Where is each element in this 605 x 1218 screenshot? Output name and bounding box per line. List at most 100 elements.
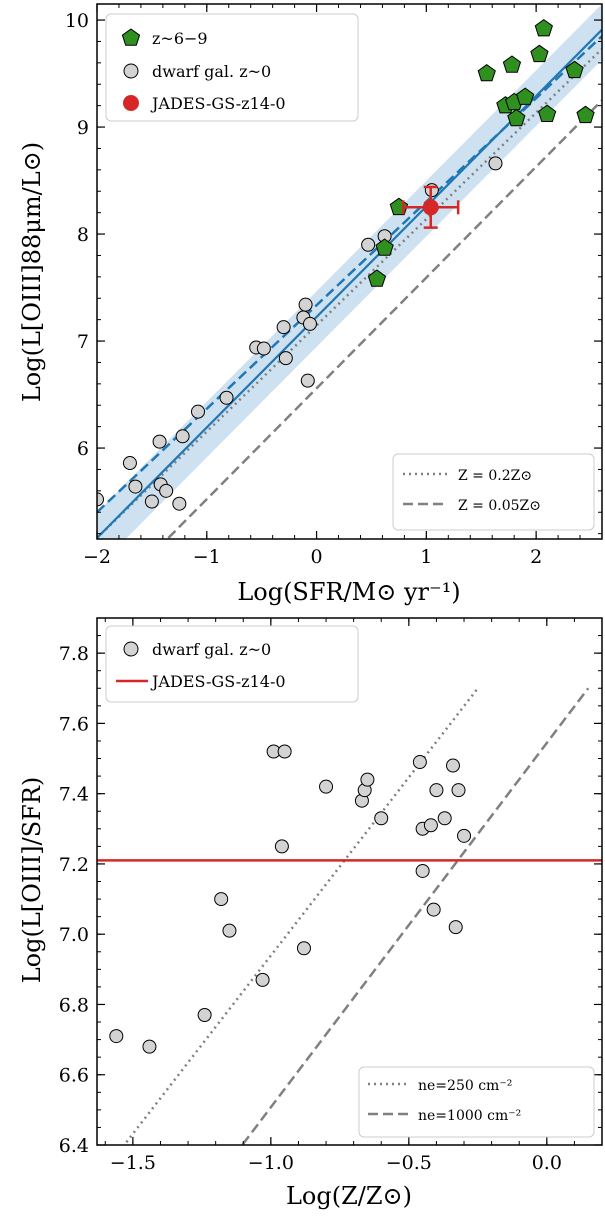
x-tick-label: 2 (530, 546, 542, 568)
dwarf-galaxy-point (361, 237, 376, 252)
dwarf-galaxy-point (426, 902, 441, 917)
y-tick-label: 7.0 (59, 924, 89, 946)
y-tick-label: 7 (77, 331, 89, 353)
dwarf-galaxy-point (256, 341, 271, 356)
dwarf-galaxy-point (412, 755, 427, 770)
y-tick-label: 10 (65, 10, 89, 32)
legend-label-dwarf-2: dwarf gal. z~0 (152, 640, 271, 659)
x-tick-label: 0.0 (532, 1152, 562, 1174)
dwarf-galaxy-point (128, 479, 143, 494)
dwarf-galaxy-point (423, 818, 438, 833)
y-tick-label: 8 (77, 224, 89, 246)
y-tick-label: 6.8 (59, 994, 89, 1016)
dwarf-galaxy-point (374, 811, 389, 826)
highz-galaxy-point (537, 104, 557, 122)
dwarf-galaxy-point (152, 434, 167, 449)
dwarf-galaxy-point (172, 496, 187, 511)
x-tick-label: −1 (193, 546, 221, 568)
legend-label-dashed-2: ne=1000 cm⁻² (418, 1108, 521, 1124)
legend-label-dwarf: dwarf gal. z~0 (152, 62, 271, 81)
dwarf-galaxy-point (360, 772, 375, 787)
x-tick-label: −2 (83, 546, 111, 568)
legend-label-dashed: Z = 0.05Z⊙ (458, 498, 541, 514)
dwarf-galaxy-point (122, 456, 137, 471)
highz-galaxy-point (530, 44, 549, 63)
dwarf-galaxy-point (448, 920, 463, 935)
x-tick-label: −1.5 (110, 1152, 156, 1174)
dwarf-galaxy-point (319, 779, 334, 794)
model-legend-1: Z = 0.2Z⊙ Z = 0.05Z⊙ (392, 453, 595, 531)
highz-galaxy-point (375, 238, 394, 256)
highz-galaxy-point (502, 55, 522, 73)
model-dotted-line (122, 687, 479, 1145)
y-axis-label-2: Log(L[OIII]/SFR) (18, 777, 46, 984)
highz-galaxy-point (534, 18, 553, 37)
y-tick-label: 6 (77, 438, 89, 460)
model-dashed-line (167, 99, 602, 539)
dwarf-galaxy-point (457, 828, 472, 843)
dwarf-galaxy-point (415, 863, 430, 878)
dwarf-galaxy-point (142, 1039, 157, 1054)
legend-label-dotted-2: ne=250 cm⁻² (418, 1078, 512, 1094)
jades-point (422, 199, 439, 216)
dwarf-galaxy-point (109, 1029, 124, 1044)
highz-galaxy-point (565, 60, 584, 79)
dwarf-galaxy-point (302, 316, 317, 331)
x-tick-label: 0 (311, 546, 323, 568)
highz-galaxy-point (516, 87, 535, 105)
x-axis-label-2: Log(Z/Z⊙) (286, 1182, 412, 1210)
y-tick-label: 6.4 (59, 1135, 89, 1157)
dwarf-galaxy-point (451, 783, 466, 798)
dwarf-galaxy-point (144, 494, 159, 509)
chart-panel-1: −2 −1 0 1 2 6 7 8 9 10 z~6−9 dwarf gal. z~0 JADES… (18, 3, 603, 606)
dwarf-galaxy-point (255, 972, 270, 987)
legend-marker-dwarf (123, 63, 139, 79)
y-axis-label-1: Log(L[OIII]88μm/L⊙) (18, 142, 46, 402)
legend-label-highz: z~6−9 (152, 29, 208, 48)
legend-marker-jades (123, 95, 139, 111)
x-tick-label: 1 (420, 546, 432, 568)
dwarf-galaxy-point (488, 156, 503, 171)
fit-uncertainty-band (97, 4, 602, 539)
dwarf-galaxy-point (437, 811, 452, 826)
y-tick-label: 7.8 (59, 643, 89, 665)
highz-galaxy-point (507, 108, 526, 127)
dwarf-galaxy-point (219, 390, 234, 405)
y-tick-label: 7.2 (59, 854, 89, 876)
dwarf-galaxy-point (191, 404, 205, 419)
y-tick-label: 7.6 (59, 713, 89, 735)
y-tick-label: 7.4 (59, 784, 89, 806)
legend-label-jades: JADES-GS-z14-0 (150, 94, 286, 113)
dwarf-galaxy-point (296, 941, 311, 956)
dwarf-galaxy-point (298, 297, 313, 312)
highz-galaxy-point (367, 269, 387, 287)
x-axis-label-1: Log(SFR/M⊙ yr⁻¹) (237, 578, 460, 606)
dwarf-galaxy-point (278, 351, 293, 366)
highz-galaxy-point (576, 105, 595, 124)
highz-galaxy-point (477, 63, 496, 82)
dwarf-galaxy-point (159, 483, 174, 498)
legend-marker-highz (121, 28, 141, 46)
legend-marker-dwarf-2 (123, 641, 139, 657)
legend-2: dwarf gal. z~0 JADES-GS-z14-0 (105, 625, 359, 703)
dwarf-galaxy-point (197, 1008, 212, 1023)
dwarf-galaxy-point (429, 783, 444, 798)
y-tick-label: 6.6 (59, 1065, 89, 1087)
model-dashed-line (240, 687, 590, 1145)
x-tick-label: −1.0 (248, 1152, 294, 1174)
dwarf-galaxy-point (277, 744, 292, 759)
dwarf-galaxy-point (274, 839, 289, 854)
dwarf-galaxy-point (445, 758, 460, 773)
dwarf-galaxy-point (175, 429, 190, 444)
dwarf-galaxy-point (300, 373, 315, 388)
dwarf-galaxy-point (222, 923, 237, 938)
dwarf-galaxy-point (97, 492, 104, 507)
chart-panel-2: −1.5 −1.0 −0.5 0.06.46.66.87.07.27.47.67.8 … (18, 617, 603, 1210)
dwarf-galaxy-point (214, 892, 229, 907)
legend-label-dotted: Z = 0.2Z⊙ (458, 468, 532, 484)
plot-frame-1 (96, 3, 603, 540)
x-tick-label: −0.5 (386, 1152, 432, 1174)
legend-1: z~6−9 dwarf gal. z~0 JADES-GS-z14-0 (105, 13, 359, 122)
model-legend-2: ne=250 cm⁻² ne=1000 cm⁻² (358, 1066, 595, 1138)
